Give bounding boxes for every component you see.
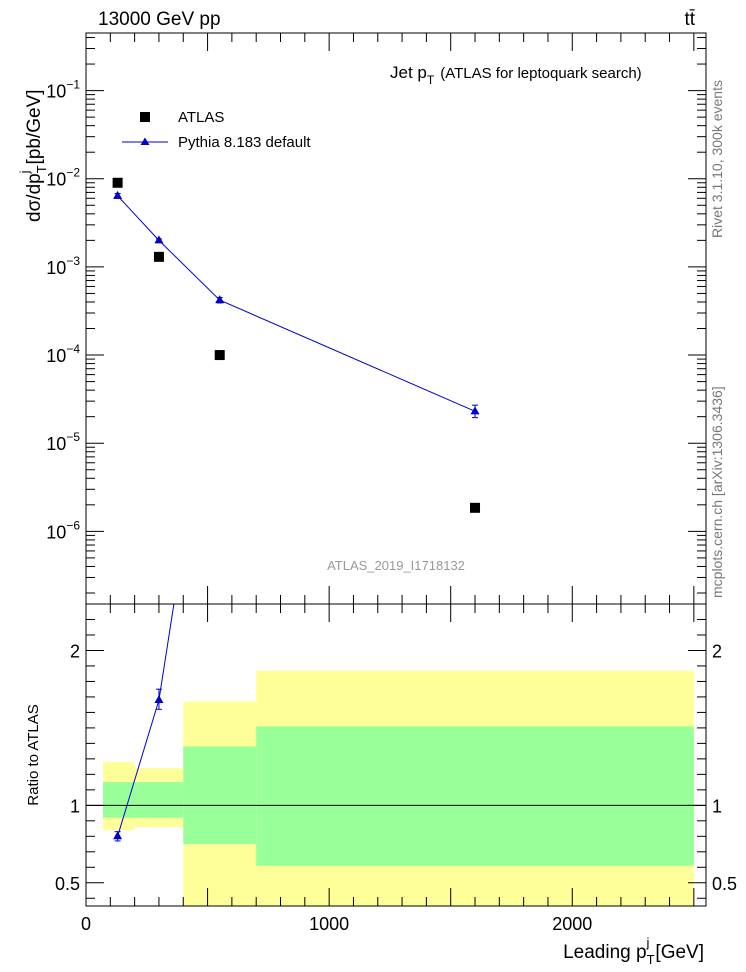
ratio-tick-labels: 0.5 0.5 1 1 2 2 0 1000 2000 xyxy=(55,641,737,934)
header-energy-label: 13000 GeV pp xyxy=(98,9,221,30)
ratio-y-tick-label-left: 1 xyxy=(70,796,80,816)
ratio-axis-ticks xyxy=(85,604,706,906)
ratio-uncertainty-bands xyxy=(103,670,694,906)
main-y-axis-label: dσ/dpTj [pb/GeV] xyxy=(17,89,49,222)
ratio-y-axis-label: Ratio to ATLAS xyxy=(25,704,42,805)
legend-marker-pythia xyxy=(140,137,150,145)
x-tick-label: 2000 xyxy=(552,914,592,934)
ratio-y-tick-label-left: 0.5 xyxy=(55,874,80,894)
rivet-info-label: Rivet 3.1.10, 300k events xyxy=(709,80,725,238)
x-axis-label-unit: [GeV] xyxy=(655,942,704,963)
legend-label-atlas: ATLAS xyxy=(178,109,224,126)
analysis-id-label: ATLAS_2019_I1718132 xyxy=(327,558,465,573)
mcplots-info-label: mcplots.cern.ch [arXiv:1306.3436] xyxy=(709,386,725,598)
ratio-series-layer xyxy=(113,305,224,842)
ratio-band-green xyxy=(103,782,135,818)
x-axis-label-main: Leading p xyxy=(563,942,646,963)
pythia-point xyxy=(215,295,225,304)
main-y-tick-label-base: 10 xyxy=(46,434,66,454)
main-y-tick-label: 10−3 xyxy=(46,254,80,278)
main-y-tick-label: 10−5 xyxy=(46,430,80,454)
x-tick-label: 1000 xyxy=(309,914,349,934)
ratio-y-tick-label-right: 2 xyxy=(712,641,722,661)
pythia-line xyxy=(117,195,476,412)
x-tick-label: 0 xyxy=(81,914,91,934)
ratio-pythia-point xyxy=(154,695,164,704)
main-y-axis-label-unit: [pb/GeV] xyxy=(24,89,45,164)
chart-title-sub: T xyxy=(427,73,435,87)
x-axis-label-sup: j xyxy=(646,935,650,950)
main-axis-ticks xyxy=(85,33,706,604)
main-y-tick-label-base: 10 xyxy=(46,170,66,190)
main-y-tick-label-exp: −6 xyxy=(66,518,80,532)
ratio-y-tick-label-left: 2 xyxy=(70,641,80,661)
main-y-axis-label-sub: T xyxy=(34,165,49,173)
ratio-pythia-line xyxy=(117,604,175,837)
main-y-tick-label-exp: −4 xyxy=(66,342,80,356)
main-y-tick-label-base: 10 xyxy=(46,346,66,366)
legend: ATLAS Pythia 8.183 default xyxy=(122,109,311,151)
main-y-tick-label: 10−6 xyxy=(46,518,80,542)
chart-title-rest: (ATLAS for leptoquark search) xyxy=(440,65,641,82)
main-y-tick-label: 10−2 xyxy=(46,166,80,190)
atlas-data-point xyxy=(214,350,225,361)
atlas-data-point xyxy=(112,177,123,188)
main-y-tick-labels: 10−610−510−410−310−210−1 xyxy=(46,78,80,543)
pythia-point xyxy=(154,235,164,244)
main-y-tick-label: 10−1 xyxy=(46,78,80,102)
ratio-band-green xyxy=(256,726,694,866)
ratio-y-tick-label-right: 1 xyxy=(712,796,722,816)
legend-marker-atlas xyxy=(140,112,150,122)
chart-title-main: Jet p xyxy=(390,63,427,82)
main-y-tick-label-exp: −1 xyxy=(66,78,80,92)
main-y-tick-label-exp: −3 xyxy=(66,254,80,268)
x-axis-label: Leading pTj [GeV] xyxy=(563,935,704,967)
main-series-layer xyxy=(112,177,481,513)
main-y-tick-label-base: 10 xyxy=(46,522,66,542)
main-y-tick-label-base: 10 xyxy=(46,258,66,278)
main-y-axis-label-sup: j xyxy=(17,170,32,174)
atlas-data-point xyxy=(470,502,481,513)
ratio-plot-frame xyxy=(85,603,707,907)
main-y-tick-label-exp: −2 xyxy=(66,166,80,180)
pythia-point xyxy=(470,406,480,415)
main-y-tick-label-base: 10 xyxy=(46,82,66,102)
ratio-y-tick-label-right: 0.5 xyxy=(712,874,737,894)
ratio-band-green xyxy=(183,746,257,845)
main-y-axis-label-main: dσ/dp xyxy=(24,173,45,222)
legend-label-pythia: Pythia 8.183 default xyxy=(178,134,311,151)
chart-title: Jet pT (ATLAS for leptoquark search) xyxy=(390,63,642,87)
main-y-tick-label: 10−4 xyxy=(46,342,80,366)
ratio-pythia-point xyxy=(215,305,224,313)
header-process-label: tt̄ xyxy=(684,9,695,30)
atlas-data-point xyxy=(153,251,164,262)
pythia-point xyxy=(113,190,123,199)
main-y-tick-label-exp: −5 xyxy=(66,430,80,444)
x-axis-label-sub: T xyxy=(647,952,655,967)
ratio-pythia-point xyxy=(113,831,123,840)
ratio-band-green xyxy=(134,782,184,818)
